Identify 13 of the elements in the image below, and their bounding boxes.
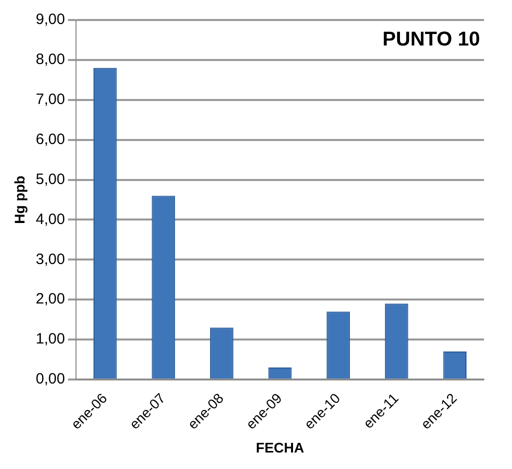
y-axis-title: Hg ppb [11, 176, 28, 224]
y-tick-label: 0,00 [36, 370, 65, 388]
x-axis-title: FECHA [256, 439, 304, 456]
y-tick-label: 2,00 [36, 290, 65, 308]
chart-title: PUNTO 10 [382, 28, 480, 51]
y-tick-label: 7,00 [36, 91, 65, 108]
y-tick-label: 6,00 [36, 130, 65, 148]
y-tick-label: 4,00 [36, 210, 65, 228]
y-tick-label: 3,00 [36, 250, 65, 268]
y-tick-label: 5,00 [36, 170, 65, 188]
y-tick-label: 8,00 [36, 51, 65, 68]
y-tick-label: 9,00 [36, 11, 65, 28]
y-tick-label: 1,00 [36, 330, 65, 348]
